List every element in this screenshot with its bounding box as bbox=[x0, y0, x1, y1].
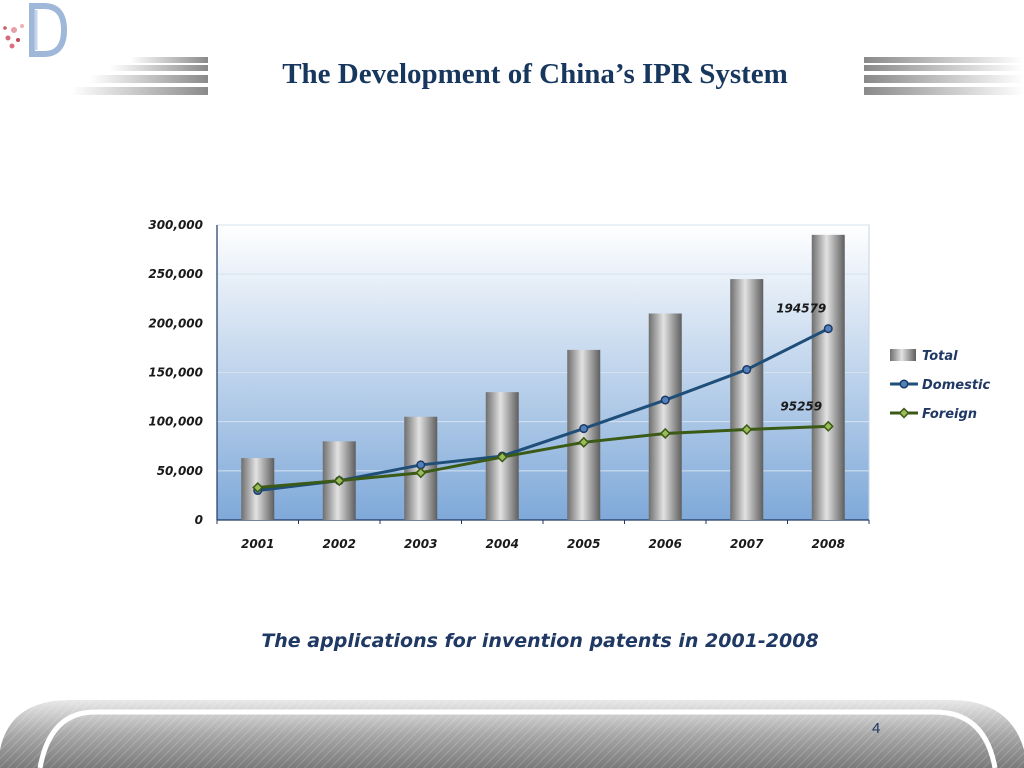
point-domestic bbox=[660, 395, 670, 405]
y-tick-label: 50,000 bbox=[157, 464, 203, 478]
legend-label-foreign: Foreign bbox=[922, 407, 977, 422]
point-foreign bbox=[333, 475, 345, 487]
x-tick-label: 2001 bbox=[241, 537, 274, 551]
x-tick-label: 2004 bbox=[486, 537, 519, 551]
bar-total bbox=[648, 313, 682, 520]
bar-total bbox=[730, 279, 764, 520]
y-tick-label: 250,000 bbox=[148, 267, 203, 281]
bar-total bbox=[811, 234, 845, 521]
y-tick-label: 100,000 bbox=[148, 415, 203, 429]
point-foreign bbox=[578, 436, 590, 448]
point-domestic bbox=[823, 324, 833, 334]
y-tick-label: 300,000 bbox=[148, 218, 203, 232]
point-foreign bbox=[252, 481, 264, 494]
legend-label-domestic: Domestic bbox=[922, 378, 990, 393]
point-domestic bbox=[742, 365, 752, 375]
point-foreign bbox=[741, 423, 753, 436]
x-tick-label: 2006 bbox=[649, 537, 682, 551]
point-foreign bbox=[415, 467, 427, 479]
y-tick-label: 150,000 bbox=[148, 366, 203, 380]
right-header-stripes bbox=[864, 57, 1024, 95]
y-tick-label: 0 bbox=[195, 513, 203, 527]
slide-title: The Development of China’s IPR System bbox=[282, 58, 788, 90]
footer-band bbox=[0, 700, 1024, 768]
x-tick-label: 2007 bbox=[730, 537, 764, 551]
legend-swatch-total bbox=[890, 349, 916, 361]
left-header-stripes bbox=[72, 57, 208, 95]
legend-marker-domestic bbox=[899, 379, 909, 389]
point-foreign bbox=[822, 420, 834, 432]
line-foreign bbox=[257, 424, 829, 490]
y-tick-label: 200,000 bbox=[148, 316, 203, 330]
point-foreign bbox=[496, 451, 508, 463]
x-tick-label: 2003 bbox=[404, 537, 437, 551]
page-number: 4 bbox=[872, 720, 881, 737]
point-foreign bbox=[659, 427, 671, 440]
legend-marker-foreign bbox=[898, 407, 910, 419]
chart-caption: The applications for invention patents i… bbox=[261, 630, 819, 652]
legend-label-total: Total bbox=[922, 349, 958, 364]
x-tick-label: 2005 bbox=[567, 537, 600, 551]
x-tick-label: 2002 bbox=[323, 537, 356, 551]
data-label-domestic: 194579 bbox=[776, 302, 826, 316]
x-tick-label: 2008 bbox=[812, 537, 845, 551]
patent-applications-chart: 0 50,000 100,000 150,000 200,000 250,000 300,0… bbox=[148, 218, 990, 551]
bar-total bbox=[567, 349, 601, 520]
point-domestic bbox=[579, 424, 589, 434]
logo-icon bbox=[3, 2, 68, 57]
data-label-foreign: 95259 bbox=[780, 399, 822, 413]
